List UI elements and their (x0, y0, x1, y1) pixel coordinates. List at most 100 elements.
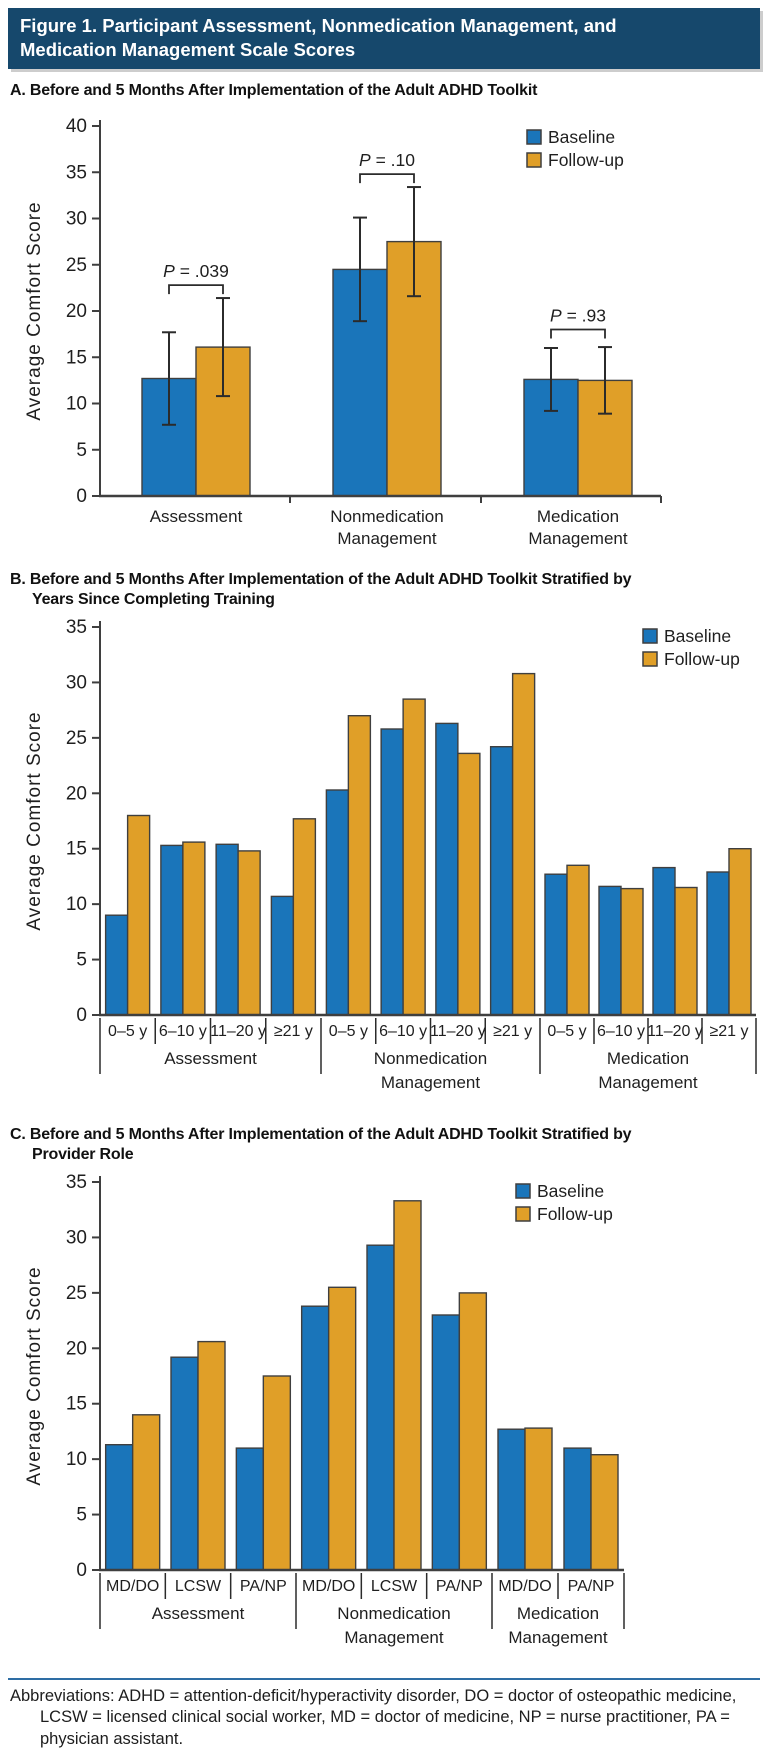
bar-followup-medication-management-pa-np (590, 1453, 619, 1571)
p-value-label: P = .93 (550, 305, 606, 325)
bar-baseline-medication-management-0-5-y (544, 873, 568, 1016)
error-bar-followup-medication-management (598, 345, 612, 415)
panel-c-heading-line2: Provider Role (32, 1146, 134, 1164)
group-label: Assessment (150, 507, 243, 526)
legend-swatch-follow-up (526, 152, 542, 168)
bar-followup-nonmedication-management-21-y (511, 672, 536, 1016)
y-axis-title: Average Comfort Score (24, 711, 45, 930)
group-label: Nonmedication (374, 1049, 487, 1068)
bar-baseline-medication-management-11-20-y (652, 866, 676, 1016)
bar-baseline-assessment-11-20-y (215, 843, 239, 1016)
sub-label: 11–20 y (210, 1023, 266, 1040)
bar-followup-nonmedication-management-pa-np (458, 1291, 488, 1571)
sub-label: 0–5 y (108, 1023, 147, 1040)
y-tick-label: 0 (76, 1560, 87, 1581)
group-label: Assessment (152, 1604, 245, 1623)
y-axis-title: Average Comfort Score (24, 201, 45, 420)
legend-swatch-follow-up (515, 1205, 531, 1222)
sub-label: ≥21 y (493, 1023, 532, 1040)
y-tick-label: 20 (66, 301, 87, 322)
y-tick-label: 10 (66, 1449, 87, 1470)
bar-baseline-nonmedication-management-lcsw (366, 1244, 395, 1571)
sub-label: 6–10 y (379, 1023, 427, 1040)
legend-swatch-baseline (515, 1182, 531, 1199)
chart-c: Average Comfort Score MD/DO LCSW PA/NP Asses… (0, 1170, 768, 1668)
bar-baseline-assessment-pa-np (235, 1447, 265, 1571)
panel-a-heading-line1: A. Before and 5 Months After Implementat… (10, 82, 538, 100)
legend-swatch-baseline (642, 628, 658, 644)
p-bracket (550, 328, 606, 339)
y-tick-label: 25 (66, 255, 87, 276)
bar-followup-medication-management-md-do (524, 1427, 553, 1571)
error-bar-followup-assessment (216, 296, 230, 397)
group-label: Management (598, 1073, 698, 1092)
y-tick-label: 25 (66, 1283, 87, 1304)
bar-followup-nonmedication-management-md-do (327, 1286, 357, 1571)
sub-label: 0–5 y (329, 1023, 368, 1040)
y-tick-label: 5 (76, 1504, 87, 1525)
sub-label: PA/NP (568, 1578, 615, 1595)
figure-title-line2: Medication Management Scale Scores (20, 38, 356, 60)
bar-followup-nonmedication-management-6-10-y (402, 698, 426, 1016)
y-tick-label: 40 (66, 116, 87, 137)
group-label: Management (344, 1628, 444, 1647)
bar-followup-assessment-pa-np (262, 1374, 292, 1571)
panel-a-heading: A. Before and 5 Months After Implementat… (10, 81, 760, 101)
group-label: Management (337, 529, 437, 548)
p-value-label: P = .039 (163, 261, 229, 281)
group-label: Management (508, 1628, 608, 1647)
chart-c-plot: Average Comfort Score MD/DO LCSW PA/NP Asses… (24, 1172, 625, 1647)
bar-followup-medication-management-6-10-y (620, 887, 644, 1016)
y-tick-label: 10 (66, 894, 87, 915)
legend-swatch-baseline (526, 129, 542, 145)
y-tick-label: 20 (66, 783, 87, 804)
p-value-label: P = .10 (359, 150, 415, 170)
sub-label: 6–10 y (597, 1023, 645, 1040)
error-bar-baseline-nonmedication-management (353, 216, 367, 322)
bar-baseline-assessment-md-do (104, 1443, 134, 1571)
bar-followup-assessment-21-y (292, 817, 317, 1016)
footer-rule-top (8, 1677, 760, 1680)
group-label: Nonmedication (330, 507, 443, 526)
bar-baseline-medication-management-pa-np (563, 1447, 592, 1571)
bar-followup-assessment-6-10-y (182, 841, 206, 1016)
legend-label: Follow-up (548, 150, 624, 170)
bar-baseline-nonmedication-management-pa-np (431, 1313, 461, 1571)
bar-baseline-assessment-6-10-y (160, 844, 184, 1016)
y-tick-label: 35 (66, 1172, 87, 1193)
bar-followup-medication-management-11-20-y (674, 886, 698, 1016)
legend-swatch-follow-up (642, 651, 658, 667)
abbreviations-note: Abbreviations: ADHD = attention-deficit/… (10, 1686, 737, 1749)
y-tick-label: 0 (76, 1005, 87, 1026)
bar-baseline-medication-management-md-do (497, 1428, 526, 1571)
sub-label: MD/DO (498, 1578, 551, 1595)
bar-baseline-medication-management-21-y (706, 871, 730, 1016)
figure-title-line1: Figure 1. Participant Assessment, Nonmed… (20, 15, 617, 36)
sub-label: 6–10 y (159, 1023, 207, 1040)
p-bracket (168, 284, 224, 294)
bar-baseline-assessment-lcsw (170, 1356, 199, 1571)
bar-baseline-nonmedication-management-0-5-y (325, 789, 350, 1016)
legend-label: Baseline (548, 127, 615, 147)
y-tick-label: 5 (76, 949, 87, 970)
legend-label: Baseline (664, 626, 731, 646)
legend-label: Follow-up (537, 1204, 613, 1224)
bar-followup-nonmedication-management-lcsw (393, 1199, 422, 1571)
p-bracket (359, 173, 415, 183)
sub-label: ≥21 y (709, 1023, 748, 1040)
bar-followup-assessment-11-20-y (237, 849, 261, 1016)
group-label: Nonmedication (337, 1604, 450, 1623)
error-bar-baseline-assessment (162, 331, 176, 426)
bar-baseline-nonmedication-management-11-20-y (435, 722, 459, 1016)
bar-baseline-medication-management-6-10-y (598, 885, 622, 1016)
group-label: Medication (607, 1049, 689, 1068)
bar-baseline-assessment-0-5-y (104, 914, 129, 1016)
sub-label: 0–5 y (547, 1023, 586, 1040)
bar-baseline-nonmedication-management-md-do (300, 1305, 330, 1571)
y-tick-label: 30 (66, 208, 87, 229)
legend-label: Follow-up (664, 649, 740, 669)
y-tick-label: 30 (66, 1227, 87, 1248)
bar-followup-assessment-0-5-y (126, 814, 151, 1016)
